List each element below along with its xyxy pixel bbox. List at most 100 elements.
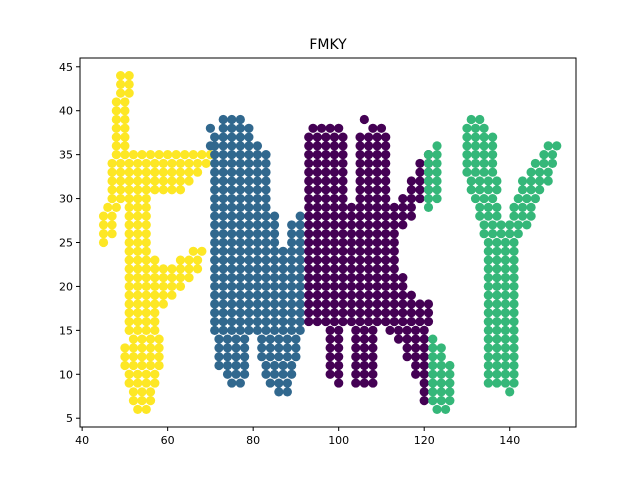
- point-k-152: [389, 237, 399, 248]
- point-y-50: [535, 176, 545, 186]
- point-k-214: [338, 290, 348, 300]
- point-k-131: [304, 229, 314, 239]
- point-m-132: [244, 264, 254, 274]
- point-k-279: [334, 334, 344, 344]
- point-k-233: [389, 299, 399, 309]
- point-k-167: [329, 255, 340, 265]
- point-m-158: [278, 281, 288, 292]
- point-f-30: [107, 158, 117, 169]
- point-f-139: [141, 290, 151, 300]
- point-m-177: [252, 299, 263, 309]
- point-k-8: [312, 132, 322, 142]
- point-m-10: [235, 132, 245, 142]
- point-m-222: [274, 334, 284, 344]
- point-m-165: [244, 290, 254, 300]
- point-f-8: [111, 106, 121, 116]
- point-y-67: [522, 193, 532, 204]
- point-k-137: [355, 229, 365, 239]
- point-y-135: [500, 325, 511, 335]
- points-layer: [98, 70, 562, 415]
- point-y-43: [432, 176, 442, 186]
- point-k-268: [325, 325, 335, 335]
- point-k-127: [372, 220, 382, 230]
- point-y-80: [517, 211, 528, 221]
- point-m-260: [265, 378, 275, 388]
- point-k-307: [368, 360, 378, 371]
- point-f-151: [150, 308, 160, 318]
- point-k-84: [329, 193, 340, 204]
- point-k-21: [355, 141, 365, 151]
- point-f-146: [150, 299, 160, 309]
- point-f-90: [133, 220, 143, 230]
- point-y-14: [543, 141, 553, 151]
- point-f-179: [124, 369, 134, 379]
- point-m-206: [218, 325, 228, 335]
- point-f-23: [154, 150, 164, 160]
- point-k-275: [402, 325, 412, 335]
- point-f-157: [133, 325, 143, 335]
- point-m-38: [261, 167, 271, 177]
- point-k-38: [329, 158, 340, 169]
- point-y-96: [509, 237, 519, 248]
- point-m-163: [227, 290, 237, 300]
- point-m-196: [227, 316, 237, 327]
- point-k-188: [321, 273, 331, 283]
- point-m-207: [227, 325, 237, 335]
- point-k-230: [364, 299, 374, 309]
- point-f-144: [133, 299, 143, 309]
- point-k-143: [312, 237, 322, 248]
- point-k-2: [325, 123, 335, 133]
- point-m-75: [295, 211, 305, 221]
- point-m-112: [261, 246, 271, 256]
- point-k-57: [304, 176, 314, 186]
- point-y-150: [492, 360, 502, 371]
- point-k-161: [372, 246, 382, 256]
- point-f-159: [150, 325, 160, 335]
- point-f-81: [141, 202, 151, 212]
- point-f-18: [111, 150, 121, 160]
- point-m-151: [218, 281, 228, 292]
- point-y-63: [470, 193, 481, 204]
- point-y-118: [492, 290, 502, 300]
- point-m-179: [269, 299, 280, 309]
- point-k-85: [338, 193, 348, 204]
- point-y-17: [432, 150, 442, 160]
- point-k-198: [304, 281, 314, 292]
- point-k-287: [325, 343, 335, 353]
- point-y-110: [492, 273, 502, 283]
- point-y-88: [479, 229, 489, 239]
- point-k-301: [411, 352, 421, 362]
- point-y-58: [517, 185, 528, 195]
- point-k-164: [304, 255, 314, 265]
- point-f-28: [197, 150, 207, 160]
- point-m-26: [218, 158, 228, 169]
- point-k-78: [406, 185, 416, 195]
- point-m-208: [235, 325, 245, 335]
- point-y-106: [492, 264, 502, 274]
- point-y-183: [440, 404, 451, 415]
- point-m-258: [227, 378, 237, 388]
- point-k-206: [372, 281, 382, 292]
- point-k-276: [411, 325, 421, 335]
- point-f-98: [124, 237, 134, 248]
- point-f-100: [141, 237, 151, 248]
- point-k-53: [372, 167, 382, 177]
- point-m-210: [252, 325, 263, 335]
- point-k-134: [329, 229, 340, 239]
- point-m-37: [252, 167, 263, 177]
- point-y-79: [509, 211, 519, 221]
- point-k-254: [312, 316, 322, 327]
- point-y-2: [462, 123, 472, 133]
- point-k-18: [321, 141, 331, 151]
- point-m-19: [218, 150, 228, 160]
- point-m-123: [261, 255, 271, 265]
- point-k-249: [398, 308, 408, 318]
- point-m-81: [252, 220, 263, 230]
- point-f-158: [141, 325, 151, 335]
- point-m-212: [269, 325, 280, 335]
- point-m-138: [295, 264, 305, 274]
- point-y-15: [552, 141, 562, 151]
- point-k-169: [346, 255, 357, 265]
- point-k-72: [329, 185, 340, 195]
- point-k-211: [312, 290, 322, 300]
